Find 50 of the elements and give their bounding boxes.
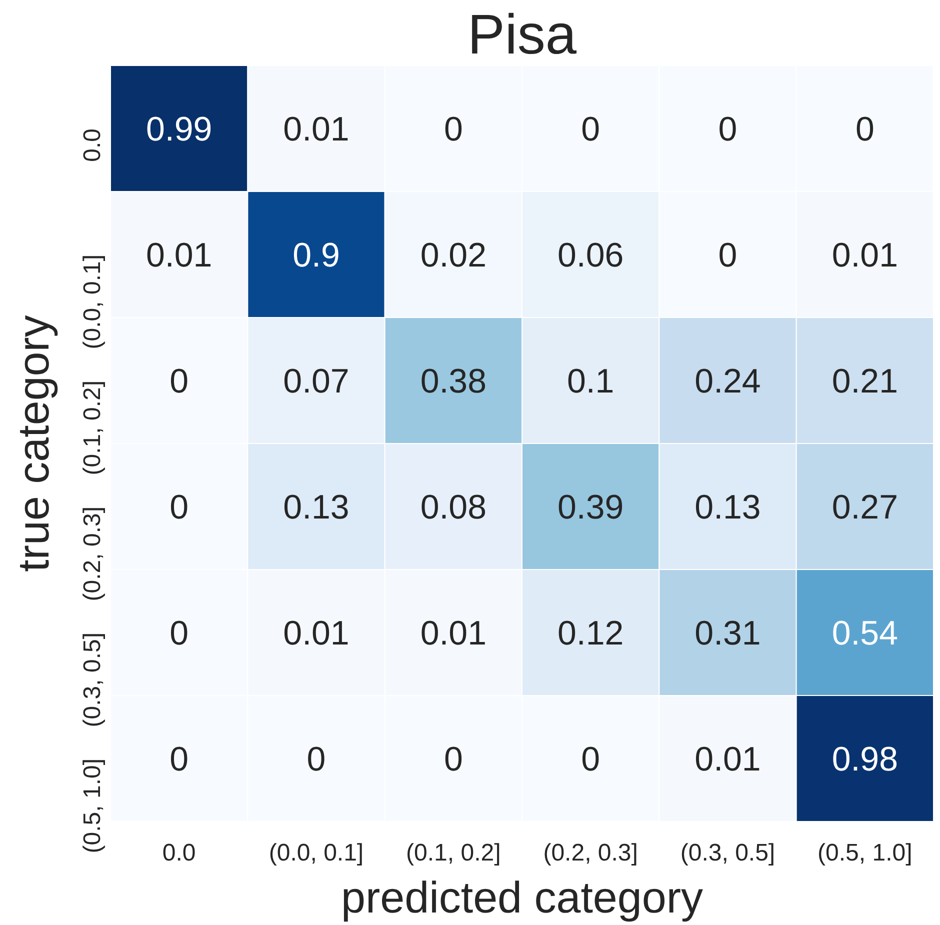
data-label: 0.1 xyxy=(566,362,614,400)
data-label: 0 xyxy=(306,740,326,778)
data-label: 0.9 xyxy=(292,236,340,274)
data-label: 0 xyxy=(581,110,600,148)
data-label: 0.02 xyxy=(420,236,487,274)
data-label: 0 xyxy=(170,740,189,778)
data-label: 0.07 xyxy=(283,362,350,400)
data-label: 0.54 xyxy=(832,614,898,652)
data-label: 0.27 xyxy=(832,488,898,526)
data-label: 0 xyxy=(444,110,463,148)
data-label: 0 xyxy=(444,740,463,778)
data-label: 0.06 xyxy=(557,236,624,274)
x-tick-label: (0.1, 0.2] xyxy=(406,840,501,866)
x-tick-label: (0.0, 0.1] xyxy=(268,840,364,866)
y-tick-label: (0.1, 0.2] xyxy=(79,380,106,476)
data-label: 0.39 xyxy=(557,488,624,526)
data-label: 0.12 xyxy=(557,614,624,652)
data-label: 0 xyxy=(170,488,189,526)
data-label: 0.01 xyxy=(832,236,898,274)
data-label: 0.31 xyxy=(694,614,761,652)
data-label: 0 xyxy=(718,236,738,274)
data-label: 0.01 xyxy=(146,236,212,274)
y-tick-label: 0.0 xyxy=(79,128,106,162)
data-label: 0.99 xyxy=(146,110,212,148)
data-label: 0.01 xyxy=(694,740,761,778)
data-label: 0 xyxy=(170,362,189,400)
data-label: 0 xyxy=(855,110,874,148)
x-tick-label: (0.3, 0.5] xyxy=(680,840,776,866)
data-label: 0 xyxy=(581,740,600,778)
x-tick-label: 0.0 xyxy=(162,840,196,866)
data-label: 0.38 xyxy=(420,362,487,400)
data-label: 0.01 xyxy=(420,614,487,652)
y-tick-label: (0.3, 0.5] xyxy=(79,632,106,728)
y-tick-label: (0.2, 0.3] xyxy=(79,506,106,602)
data-label: 0.01 xyxy=(283,614,350,652)
data-label: 0 xyxy=(170,614,189,652)
y-tick-label: (0.0, 0.1] xyxy=(79,254,106,350)
data-label: 0.24 xyxy=(694,362,761,400)
data-label: 0 xyxy=(718,110,738,148)
data-label: 0.01 xyxy=(283,110,350,148)
data-label: 0.08 xyxy=(420,488,487,526)
x-tick-label: (0.5, 1.0] xyxy=(818,840,912,866)
data-label: 0.13 xyxy=(694,488,761,526)
data-label: 0.13 xyxy=(283,488,350,526)
data-label: 0.21 xyxy=(832,362,898,400)
x-axis-title: predicted category xyxy=(341,874,704,922)
x-tick-label: (0.2, 0.3] xyxy=(543,840,638,866)
y-axis-title: true category xyxy=(10,315,58,572)
chart-title: Pisa xyxy=(468,2,578,66)
data-label: 0.98 xyxy=(832,740,898,778)
